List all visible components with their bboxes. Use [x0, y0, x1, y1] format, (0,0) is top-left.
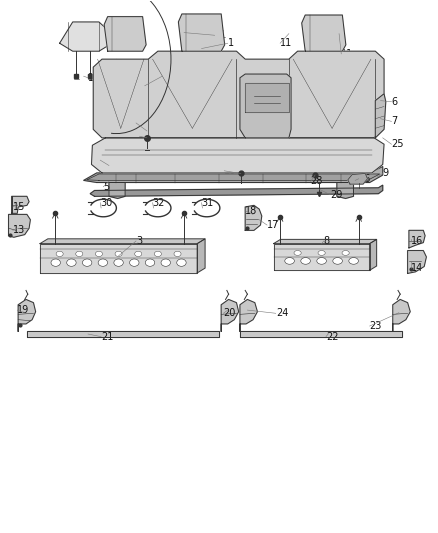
Text: 22: 22 — [326, 332, 339, 342]
Polygon shape — [245, 205, 262, 230]
Polygon shape — [375, 94, 386, 138]
Ellipse shape — [349, 257, 358, 264]
Polygon shape — [178, 14, 225, 51]
Ellipse shape — [114, 259, 123, 266]
Text: 6: 6 — [392, 96, 398, 107]
Text: 13: 13 — [13, 225, 25, 236]
Text: 29: 29 — [330, 190, 343, 200]
Ellipse shape — [154, 251, 162, 256]
Ellipse shape — [294, 251, 301, 255]
Polygon shape — [221, 300, 239, 332]
Polygon shape — [92, 138, 384, 173]
Polygon shape — [60, 22, 108, 51]
Text: 1: 1 — [228, 38, 234, 48]
Text: 3: 3 — [136, 236, 142, 246]
Polygon shape — [18, 300, 35, 332]
Text: 14: 14 — [411, 263, 424, 272]
Ellipse shape — [174, 251, 181, 256]
Polygon shape — [274, 244, 370, 270]
Polygon shape — [337, 182, 353, 198]
Polygon shape — [104, 17, 146, 51]
Ellipse shape — [67, 259, 76, 266]
Text: 11: 11 — [280, 38, 293, 48]
Ellipse shape — [285, 257, 294, 264]
Text: 24: 24 — [276, 308, 288, 318]
Ellipse shape — [115, 251, 122, 256]
Ellipse shape — [145, 259, 155, 266]
Ellipse shape — [98, 259, 108, 266]
Polygon shape — [40, 244, 197, 273]
Ellipse shape — [130, 259, 139, 266]
Ellipse shape — [333, 257, 343, 264]
Ellipse shape — [56, 251, 63, 256]
Polygon shape — [93, 51, 384, 138]
Text: 27: 27 — [140, 131, 152, 141]
Ellipse shape — [161, 259, 170, 266]
Polygon shape — [27, 332, 219, 337]
Ellipse shape — [51, 259, 60, 266]
Polygon shape — [109, 182, 125, 198]
Text: 16: 16 — [411, 236, 424, 246]
Text: 2: 2 — [162, 70, 169, 80]
Polygon shape — [240, 74, 291, 138]
Text: 20: 20 — [223, 308, 236, 318]
Text: 23: 23 — [370, 321, 382, 331]
Text: 7: 7 — [392, 116, 398, 126]
Polygon shape — [302, 15, 346, 51]
Text: 15: 15 — [13, 202, 25, 212]
Text: 18: 18 — [245, 206, 258, 216]
Text: 25: 25 — [392, 139, 404, 149]
Polygon shape — [409, 230, 425, 248]
Ellipse shape — [318, 251, 325, 255]
Polygon shape — [408, 251, 426, 273]
Ellipse shape — [342, 251, 349, 255]
Polygon shape — [240, 300, 258, 332]
Text: 38: 38 — [100, 155, 113, 165]
Text: 21: 21 — [101, 332, 113, 342]
Polygon shape — [84, 166, 383, 182]
Text: 32: 32 — [152, 198, 165, 208]
Ellipse shape — [177, 259, 186, 266]
Polygon shape — [370, 239, 377, 270]
Ellipse shape — [76, 251, 83, 256]
Ellipse shape — [135, 251, 142, 256]
Polygon shape — [12, 196, 29, 213]
Polygon shape — [197, 239, 205, 273]
Text: 9: 9 — [383, 168, 389, 179]
Text: 5: 5 — [103, 182, 110, 192]
Polygon shape — [9, 214, 30, 237]
Ellipse shape — [82, 259, 92, 266]
Polygon shape — [274, 239, 377, 244]
Text: 26: 26 — [359, 174, 371, 184]
Polygon shape — [90, 185, 383, 196]
Text: 12: 12 — [88, 73, 100, 83]
Polygon shape — [87, 174, 380, 180]
Text: 4: 4 — [136, 118, 142, 128]
Text: 19: 19 — [17, 305, 29, 315]
Polygon shape — [393, 300, 410, 332]
Text: 31: 31 — [201, 198, 214, 208]
Text: 10: 10 — [224, 166, 237, 176]
Text: 11: 11 — [341, 49, 353, 59]
Text: 30: 30 — [100, 198, 113, 208]
Ellipse shape — [301, 257, 311, 264]
Text: 17: 17 — [267, 220, 279, 230]
Text: 11: 11 — [215, 30, 227, 41]
Text: 8: 8 — [324, 236, 330, 246]
Ellipse shape — [317, 257, 326, 264]
Ellipse shape — [95, 251, 102, 256]
Polygon shape — [245, 83, 289, 112]
Polygon shape — [40, 239, 205, 244]
Polygon shape — [240, 332, 403, 337]
Polygon shape — [348, 173, 367, 184]
Text: 28: 28 — [311, 176, 323, 187]
